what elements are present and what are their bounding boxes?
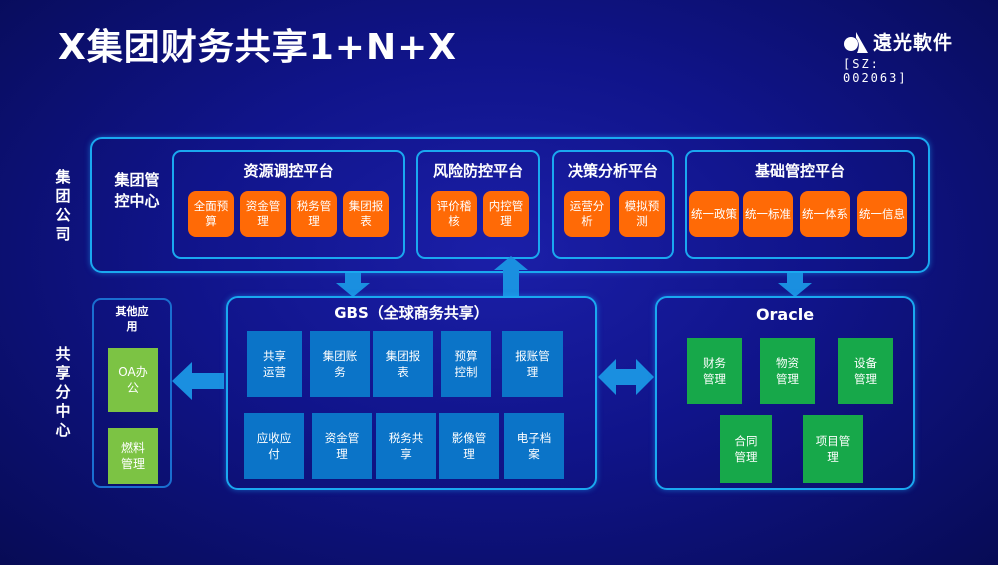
module-tile[interactable]: 运营分析 [564, 191, 610, 237]
platform-title: 资源调控平台 [243, 162, 334, 180]
logo-name: 遠光軟件 [873, 32, 954, 54]
module-tile[interactable]: 评价稽核 [431, 191, 477, 237]
module-tile[interactable]: 集团报表 [343, 191, 389, 237]
gbs-tile[interactable]: 集团账务 [310, 331, 370, 397]
platform-foundation: 基础管控平台 统一政策 统一标准 统一体系 统一信息 [685, 150, 915, 259]
stock-code: [SZ: 002063] [843, 57, 908, 85]
other-apps-box: 其他应用 OA办公 燃料管理 [92, 298, 172, 488]
gbs-tile[interactable]: 资金管理 [312, 413, 372, 479]
oracle-title: Oracle [755, 305, 815, 324]
oracle-tile[interactable]: 合同管理 [720, 415, 772, 483]
app-tile-fuel[interactable]: 燃料管理 [108, 428, 158, 484]
oracle-tile[interactable]: 财务管理 [687, 338, 742, 404]
module-tile[interactable]: 统一政策 [689, 191, 739, 237]
app-tile-oa[interactable]: OA办公 [108, 348, 158, 412]
gbs-tile[interactable]: 报账管理 [502, 331, 563, 397]
gbs-title: GBS（全球商务共享） [334, 304, 489, 322]
platform-title: 决策分析平台 [567, 162, 658, 180]
gbs-box: GBS（全球商务共享） 共享运营 集团账务 集团报表 预算控制 报账管理 应收应… [226, 296, 597, 490]
platform-title: 基础管控平台 [754, 162, 845, 180]
oracle-tile[interactable]: 物资管理 [760, 338, 815, 404]
module-tile[interactable]: 统一信息 [857, 191, 907, 237]
gbs-tile[interactable]: 应收应付 [244, 413, 304, 479]
arrow-up-icon [494, 256, 528, 296]
page-title: X集团财务共享1+N+X [58, 27, 458, 68]
platform-resource: 资源调控平台 全面预算 资金管理 税务管理 集团报表 [172, 150, 405, 259]
gbs-tile[interactable]: 税务共享 [376, 413, 436, 479]
company-logo: 遠光軟件 [SZ: 002063] [843, 28, 953, 85]
gbs-tile[interactable]: 集团报表 [373, 331, 433, 397]
gbs-tile[interactable]: 共享运营 [247, 331, 302, 397]
module-tile[interactable]: 税务管理 [291, 191, 337, 237]
module-tile[interactable]: 统一标准 [743, 191, 793, 237]
arrow-down-icon [336, 273, 370, 297]
gbs-tile[interactable]: 影像管理 [439, 413, 499, 479]
platform-decision: 决策分析平台 运营分析 模拟预测 [552, 150, 674, 259]
module-tile[interactable]: 资金管理 [240, 191, 286, 237]
other-apps-title: 其他应用 [115, 305, 149, 333]
logo-icon [844, 31, 868, 53]
label-shared-center: 共享分中心 [55, 345, 71, 439]
arrow-left-icon [172, 362, 224, 400]
module-tile[interactable]: 统一体系 [800, 191, 850, 237]
gbs-tile[interactable]: 电子档案 [504, 413, 564, 479]
oracle-box: Oracle 财务管理 物资管理 设备管理 合同管理 项目管理 [655, 296, 915, 490]
oracle-tile[interactable]: 项目管理 [803, 415, 863, 483]
module-tile[interactable]: 全面预算 [188, 191, 234, 237]
module-tile[interactable]: 模拟预测 [619, 191, 665, 237]
arrow-down-icon [778, 273, 812, 297]
group-control-center-label: 集团管控中心 [114, 171, 160, 210]
gbs-tile[interactable]: 预算控制 [441, 331, 491, 397]
double-arrow-icon [598, 359, 654, 395]
platform-title: 风险防控平台 [432, 162, 523, 180]
label-group-company: 集团公司 [55, 168, 71, 243]
module-tile[interactable]: 内控管理 [483, 191, 529, 237]
platform-risk: 风险防控平台 评价稽核 内控管理 [416, 150, 540, 259]
oracle-tile[interactable]: 设备管理 [838, 338, 893, 404]
